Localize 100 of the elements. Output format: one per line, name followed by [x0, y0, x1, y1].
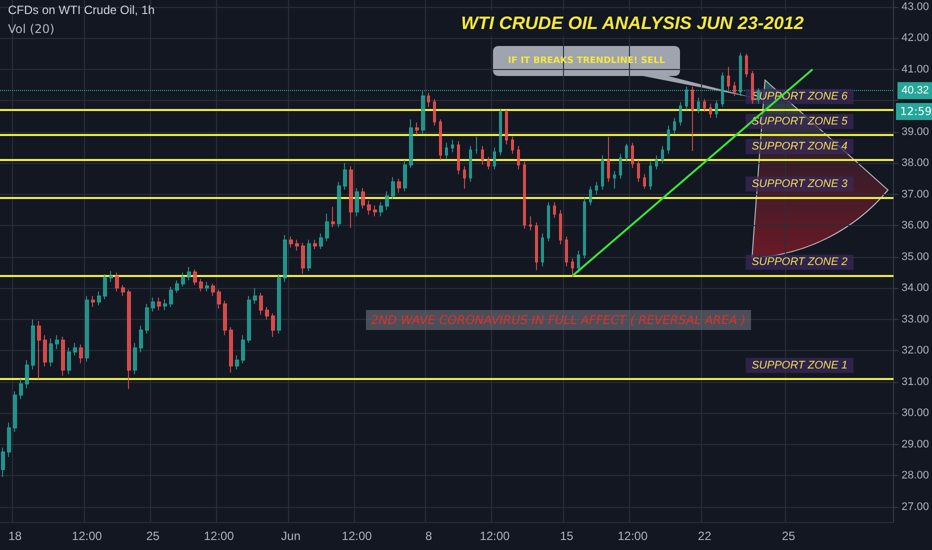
candlestick: [571, 258, 574, 278]
ref-line-label: SUPPORT ZONE 4: [752, 140, 848, 153]
candlestick: [625, 143, 628, 162]
candlestick: [445, 142, 448, 159]
candlestick: [529, 216, 532, 231]
x-tick-label: 12:00: [204, 529, 234, 543]
candlestick: [565, 236, 568, 267]
x-tick-label: 15: [560, 529, 574, 543]
candlestick: [97, 290, 101, 306]
candlestick: [13, 390, 17, 432]
candlestick: [481, 145, 484, 166]
candlestick: [109, 270, 113, 282]
candlestick: [439, 118, 442, 161]
y-tick-label: 34.00: [901, 282, 930, 294]
x-tick-label: Jun: [281, 529, 301, 543]
candlestick: [577, 250, 580, 274]
candlestick: [271, 312, 275, 338]
ref-line-label: SUPPORT ZONE 2: [752, 256, 848, 268]
text: WTI CRUDE OIL ANALYSIS JUN 23-2012: [461, 13, 804, 33]
candlestick: [697, 97, 700, 114]
candlestick: [547, 202, 550, 242]
candlestick: [691, 86, 694, 152]
text: 12:59: [896, 103, 932, 120]
candlestick: [385, 190, 389, 211]
candlestick: [277, 274, 281, 334]
y-tick-label: 42.00: [901, 32, 930, 44]
candlestick: [397, 178, 401, 194]
candlestick: [517, 145, 520, 170]
candlestick: [253, 288, 257, 304]
candlestick: [751, 70, 754, 104]
candlestick: [601, 154, 604, 190]
candlestick: [451, 139, 454, 153]
x-tick-label: 12:00: [342, 529, 372, 543]
candlestick: [121, 284, 125, 297]
candlestick: [61, 336, 65, 376]
candlestick: [679, 102, 682, 126]
candlestick: [433, 98, 436, 126]
candlestick: [79, 344, 83, 364]
candlestick: [127, 289, 131, 390]
candlestick: [217, 289, 221, 310]
x-tick-label: 25: [782, 529, 796, 543]
candlestick: [301, 242, 305, 274]
candlestick: [709, 103, 712, 118]
chart-subtitle: CFDs on WTI Crude Oil, 1h: [8, 3, 155, 17]
candlestick: [319, 232, 323, 250]
candlestick: [145, 303, 149, 334]
candlestick: [265, 306, 269, 320]
candlestick: [133, 342, 137, 375]
y-tick-label: 36.00: [901, 220, 930, 232]
candlestick: [457, 140, 460, 175]
candlestick: [139, 325, 143, 353]
candlestick: [493, 147, 496, 170]
y-tick-label: 32.00: [901, 344, 930, 357]
candlestick: [361, 188, 365, 209]
candlestick: [391, 176, 395, 200]
candlestick: [409, 118, 413, 168]
ref-line-label: SUPPORT ZONE 5: [752, 116, 848, 128]
candlestick: [373, 204, 377, 217]
x-tick-label: 22: [698, 529, 712, 543]
annotation: 2ND WAVE CORONAVIRUS IN FULL AFFECT ( REVERSAL AREA ): [366, 310, 751, 330]
x-tick-label: 8: [425, 529, 432, 543]
candlestick: [463, 166, 466, 190]
candlestick: [31, 318, 35, 370]
candlestick: [673, 117, 676, 134]
candlestick: [331, 206, 335, 228]
y-tick-label: 35.00: [901, 250, 930, 263]
candlestick: [637, 160, 640, 182]
candlestick: [661, 145, 664, 164]
candlestick: [7, 422, 11, 458]
candlestick: [715, 100, 718, 118]
x-tick-label: 18: [8, 529, 22, 543]
y-tick-label: 41.00: [901, 63, 930, 76]
candlestick: [259, 292, 263, 316]
candlestick: [511, 136, 514, 154]
y-tick-label: 27.00: [901, 500, 930, 513]
candlestick: [229, 326, 233, 374]
candlestick: [535, 222, 538, 271]
candlestick: [241, 334, 245, 364]
candlestick: [37, 320, 41, 380]
y-tick-label: 37.00: [901, 188, 930, 200]
candlestick: [379, 202, 383, 217]
candlestick: [91, 296, 95, 308]
candlestick: [175, 280, 179, 294]
candlestick: [649, 161, 652, 190]
candlestick: [595, 181, 598, 195]
candlestick: [427, 92, 430, 108]
y-tick-label: 30.00: [901, 407, 930, 420]
x-tick-label: 12:00: [618, 529, 648, 543]
y-tick-label: 31.00: [901, 376, 930, 388]
candlestick: [733, 81, 736, 96]
candlestick: [181, 272, 185, 288]
candlestick: [727, 66, 730, 90]
candlestick: [307, 239, 311, 272]
candlestick: [589, 186, 592, 206]
y-tick-label: 33.00: [901, 313, 930, 326]
candlestick: [289, 236, 293, 248]
candlestick: [19, 378, 23, 400]
y-tick-label: 39.00: [901, 126, 930, 138]
candlestick: [169, 286, 173, 308]
candlestick: [487, 156, 490, 170]
